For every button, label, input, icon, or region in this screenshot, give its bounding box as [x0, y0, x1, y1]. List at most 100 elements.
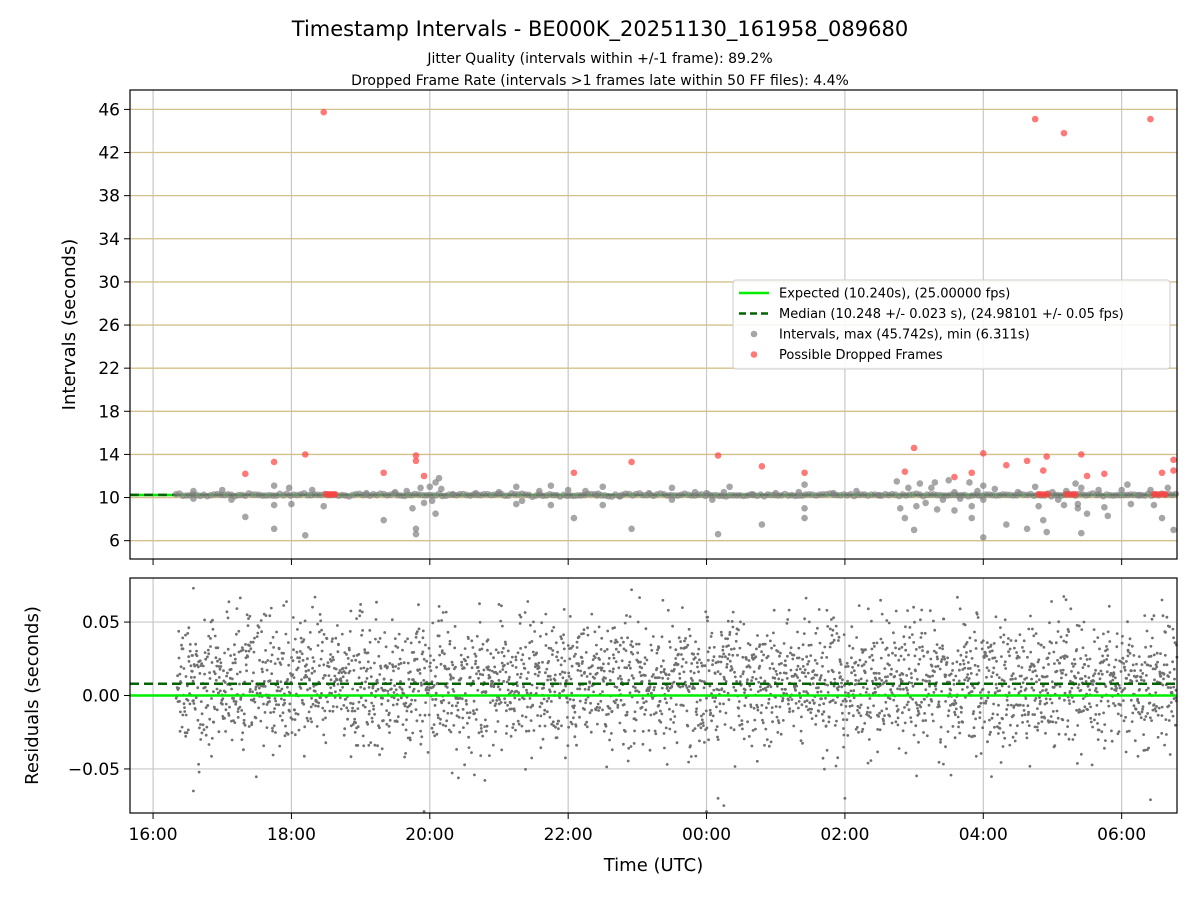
residual-point: [397, 663, 401, 666]
time-xtick-label: 20:00: [405, 825, 454, 845]
residual-point: [851, 665, 854, 669]
residual-point: [1135, 662, 1138, 666]
residual-point: [201, 723, 205, 727]
residual-point: [854, 660, 858, 664]
residual-point: [691, 729, 695, 732]
residual-point: [804, 596, 808, 600]
residual-point: [922, 654, 926, 658]
residual-point: [946, 714, 950, 718]
residual-point: [850, 671, 853, 675]
interval-point: [922, 499, 929, 507]
residual-point: [978, 705, 981, 708]
residual-point: [694, 710, 698, 714]
residual-point: [743, 704, 747, 708]
residual-point: [506, 703, 509, 707]
residual-point: [496, 720, 500, 723]
residual-point: [223, 681, 227, 684]
residual-point: [1034, 697, 1038, 700]
interval-point: [968, 514, 976, 522]
residual-point: [873, 687, 877, 690]
residual-point: [678, 676, 682, 680]
residual-point: [959, 710, 963, 714]
residual-point: [1061, 655, 1065, 658]
residual-point: [856, 663, 860, 667]
residual-point: [565, 696, 569, 700]
intervals-ytick-label: 26: [98, 316, 120, 336]
residual-point: [494, 702, 498, 705]
interval-point: [320, 502, 328, 510]
residual-point: [211, 618, 214, 622]
residual-point: [522, 685, 525, 689]
residual-point: [756, 634, 759, 637]
residual-point: [602, 669, 606, 673]
time-xtick-label: 22:00: [544, 825, 593, 845]
residual-point: [459, 677, 463, 680]
residual-point: [506, 649, 510, 653]
residual-point: [1167, 704, 1171, 708]
residual-point: [715, 725, 719, 728]
residual-point: [888, 714, 892, 718]
residual-point: [1088, 702, 1091, 705]
residual-point: [377, 654, 381, 658]
residual-point: [769, 685, 773, 689]
residual-point: [176, 674, 180, 678]
residual-point: [814, 714, 818, 718]
residual-point: [620, 659, 624, 663]
residual-point: [284, 724, 287, 728]
interval-point: [536, 487, 543, 495]
residual-point: [563, 671, 567, 674]
residual-point: [573, 710, 577, 714]
residual-point: [821, 719, 825, 723]
residual-point: [1166, 686, 1170, 689]
residual-point: [953, 710, 956, 714]
residual-point: [540, 621, 544, 625]
residual-point: [933, 628, 937, 632]
residual-point: [602, 729, 606, 733]
residual-point: [448, 673, 452, 676]
residual-point: [913, 620, 916, 624]
residual-point: [900, 645, 904, 649]
residual-point: [310, 696, 313, 700]
residual-point: [560, 656, 564, 660]
residual-point: [585, 675, 589, 678]
residual-point: [1099, 669, 1103, 673]
residual-point: [990, 649, 994, 653]
residual-point: [404, 752, 407, 755]
residual-point: [644, 674, 647, 677]
residual-point: [356, 707, 360, 710]
residual-point: [1037, 658, 1041, 662]
residual-point: [553, 673, 557, 677]
residual-point: [1106, 630, 1110, 634]
residual-point: [218, 667, 222, 671]
residual-point: [678, 685, 682, 689]
residual-point: [797, 656, 801, 660]
residual-point: [681, 606, 684, 609]
residual-point: [468, 675, 472, 679]
residual-point: [271, 753, 275, 757]
residual-point: [180, 643, 183, 647]
residual-point: [424, 701, 427, 704]
residual-point: [747, 659, 751, 662]
residual-point: [934, 651, 938, 655]
residual-point: [939, 740, 942, 744]
residual-point: [688, 634, 692, 638]
residual-point: [429, 654, 432, 658]
interval-point: [426, 483, 434, 491]
residual-point: [278, 714, 282, 718]
residual-point: [391, 650, 395, 654]
residual-point: [972, 726, 976, 730]
residual-point: [826, 683, 829, 687]
residual-point: [423, 666, 426, 670]
residual-point: [874, 671, 878, 675]
residual-point: [860, 664, 864, 668]
residual-point: [1074, 676, 1078, 680]
interval-point: [1054, 496, 1062, 504]
residual-point: [905, 703, 909, 707]
residual-point: [400, 688, 404, 691]
residual-point: [437, 605, 441, 608]
residual-point: [991, 656, 995, 660]
residual-point: [366, 667, 369, 671]
residual-point: [501, 668, 505, 671]
residual-point: [184, 734, 188, 738]
residual-point: [1006, 642, 1009, 646]
